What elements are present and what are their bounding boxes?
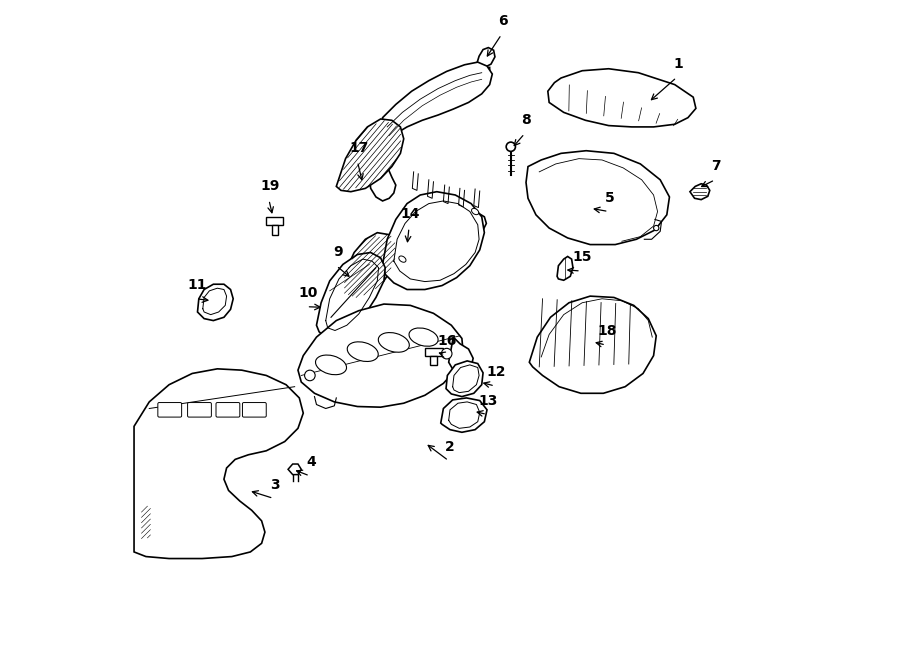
Text: 16: 16 bbox=[437, 334, 456, 348]
Text: 17: 17 bbox=[349, 141, 368, 155]
Ellipse shape bbox=[399, 256, 406, 262]
Polygon shape bbox=[425, 348, 444, 356]
Text: 9: 9 bbox=[333, 245, 342, 259]
Polygon shape bbox=[197, 284, 233, 321]
Text: 3: 3 bbox=[270, 478, 280, 492]
Text: 19: 19 bbox=[260, 179, 280, 193]
Polygon shape bbox=[337, 119, 404, 192]
Polygon shape bbox=[690, 184, 710, 200]
Polygon shape bbox=[482, 67, 490, 74]
Circle shape bbox=[653, 225, 659, 231]
FancyBboxPatch shape bbox=[138, 474, 177, 492]
FancyBboxPatch shape bbox=[155, 506, 208, 543]
Polygon shape bbox=[529, 296, 656, 393]
Text: 1: 1 bbox=[673, 57, 683, 71]
FancyBboxPatch shape bbox=[158, 403, 182, 417]
Polygon shape bbox=[557, 256, 573, 280]
FancyBboxPatch shape bbox=[187, 403, 212, 417]
Polygon shape bbox=[441, 398, 487, 432]
FancyBboxPatch shape bbox=[216, 403, 239, 417]
Polygon shape bbox=[446, 361, 483, 397]
Ellipse shape bbox=[316, 355, 346, 375]
Circle shape bbox=[148, 447, 167, 465]
Circle shape bbox=[142, 477, 174, 508]
Text: 8: 8 bbox=[521, 113, 531, 127]
FancyBboxPatch shape bbox=[138, 449, 177, 468]
FancyBboxPatch shape bbox=[211, 512, 252, 546]
Text: 5: 5 bbox=[605, 191, 615, 205]
Text: 7: 7 bbox=[712, 159, 721, 173]
Polygon shape bbox=[272, 225, 278, 235]
Polygon shape bbox=[369, 62, 492, 201]
Polygon shape bbox=[428, 196, 456, 217]
Text: 6: 6 bbox=[498, 14, 508, 28]
Text: 11: 11 bbox=[188, 278, 207, 292]
Text: 10: 10 bbox=[298, 286, 318, 300]
Polygon shape bbox=[464, 213, 486, 233]
Ellipse shape bbox=[378, 332, 410, 352]
Ellipse shape bbox=[347, 342, 378, 362]
Polygon shape bbox=[449, 337, 473, 371]
Text: 2: 2 bbox=[446, 440, 454, 454]
Polygon shape bbox=[341, 233, 399, 299]
Circle shape bbox=[183, 468, 209, 494]
Polygon shape bbox=[526, 151, 670, 245]
Polygon shape bbox=[476, 48, 495, 67]
Circle shape bbox=[506, 142, 516, 151]
Circle shape bbox=[189, 475, 202, 488]
Polygon shape bbox=[382, 192, 484, 290]
Polygon shape bbox=[430, 356, 436, 365]
Text: 14: 14 bbox=[400, 207, 420, 221]
Circle shape bbox=[304, 370, 315, 381]
Ellipse shape bbox=[409, 328, 438, 346]
Circle shape bbox=[441, 348, 452, 359]
Polygon shape bbox=[266, 217, 284, 225]
Polygon shape bbox=[317, 253, 385, 337]
Text: 18: 18 bbox=[598, 325, 617, 338]
Polygon shape bbox=[288, 464, 302, 475]
Circle shape bbox=[150, 485, 166, 500]
FancyBboxPatch shape bbox=[242, 403, 266, 417]
Polygon shape bbox=[298, 304, 464, 407]
Polygon shape bbox=[548, 69, 696, 127]
Circle shape bbox=[140, 438, 176, 475]
Text: 4: 4 bbox=[306, 455, 316, 469]
FancyBboxPatch shape bbox=[138, 426, 177, 445]
Text: 12: 12 bbox=[487, 366, 506, 379]
Text: 13: 13 bbox=[479, 394, 498, 408]
Polygon shape bbox=[134, 369, 303, 559]
Text: 15: 15 bbox=[572, 251, 592, 264]
Ellipse shape bbox=[472, 208, 479, 215]
Ellipse shape bbox=[262, 401, 278, 412]
